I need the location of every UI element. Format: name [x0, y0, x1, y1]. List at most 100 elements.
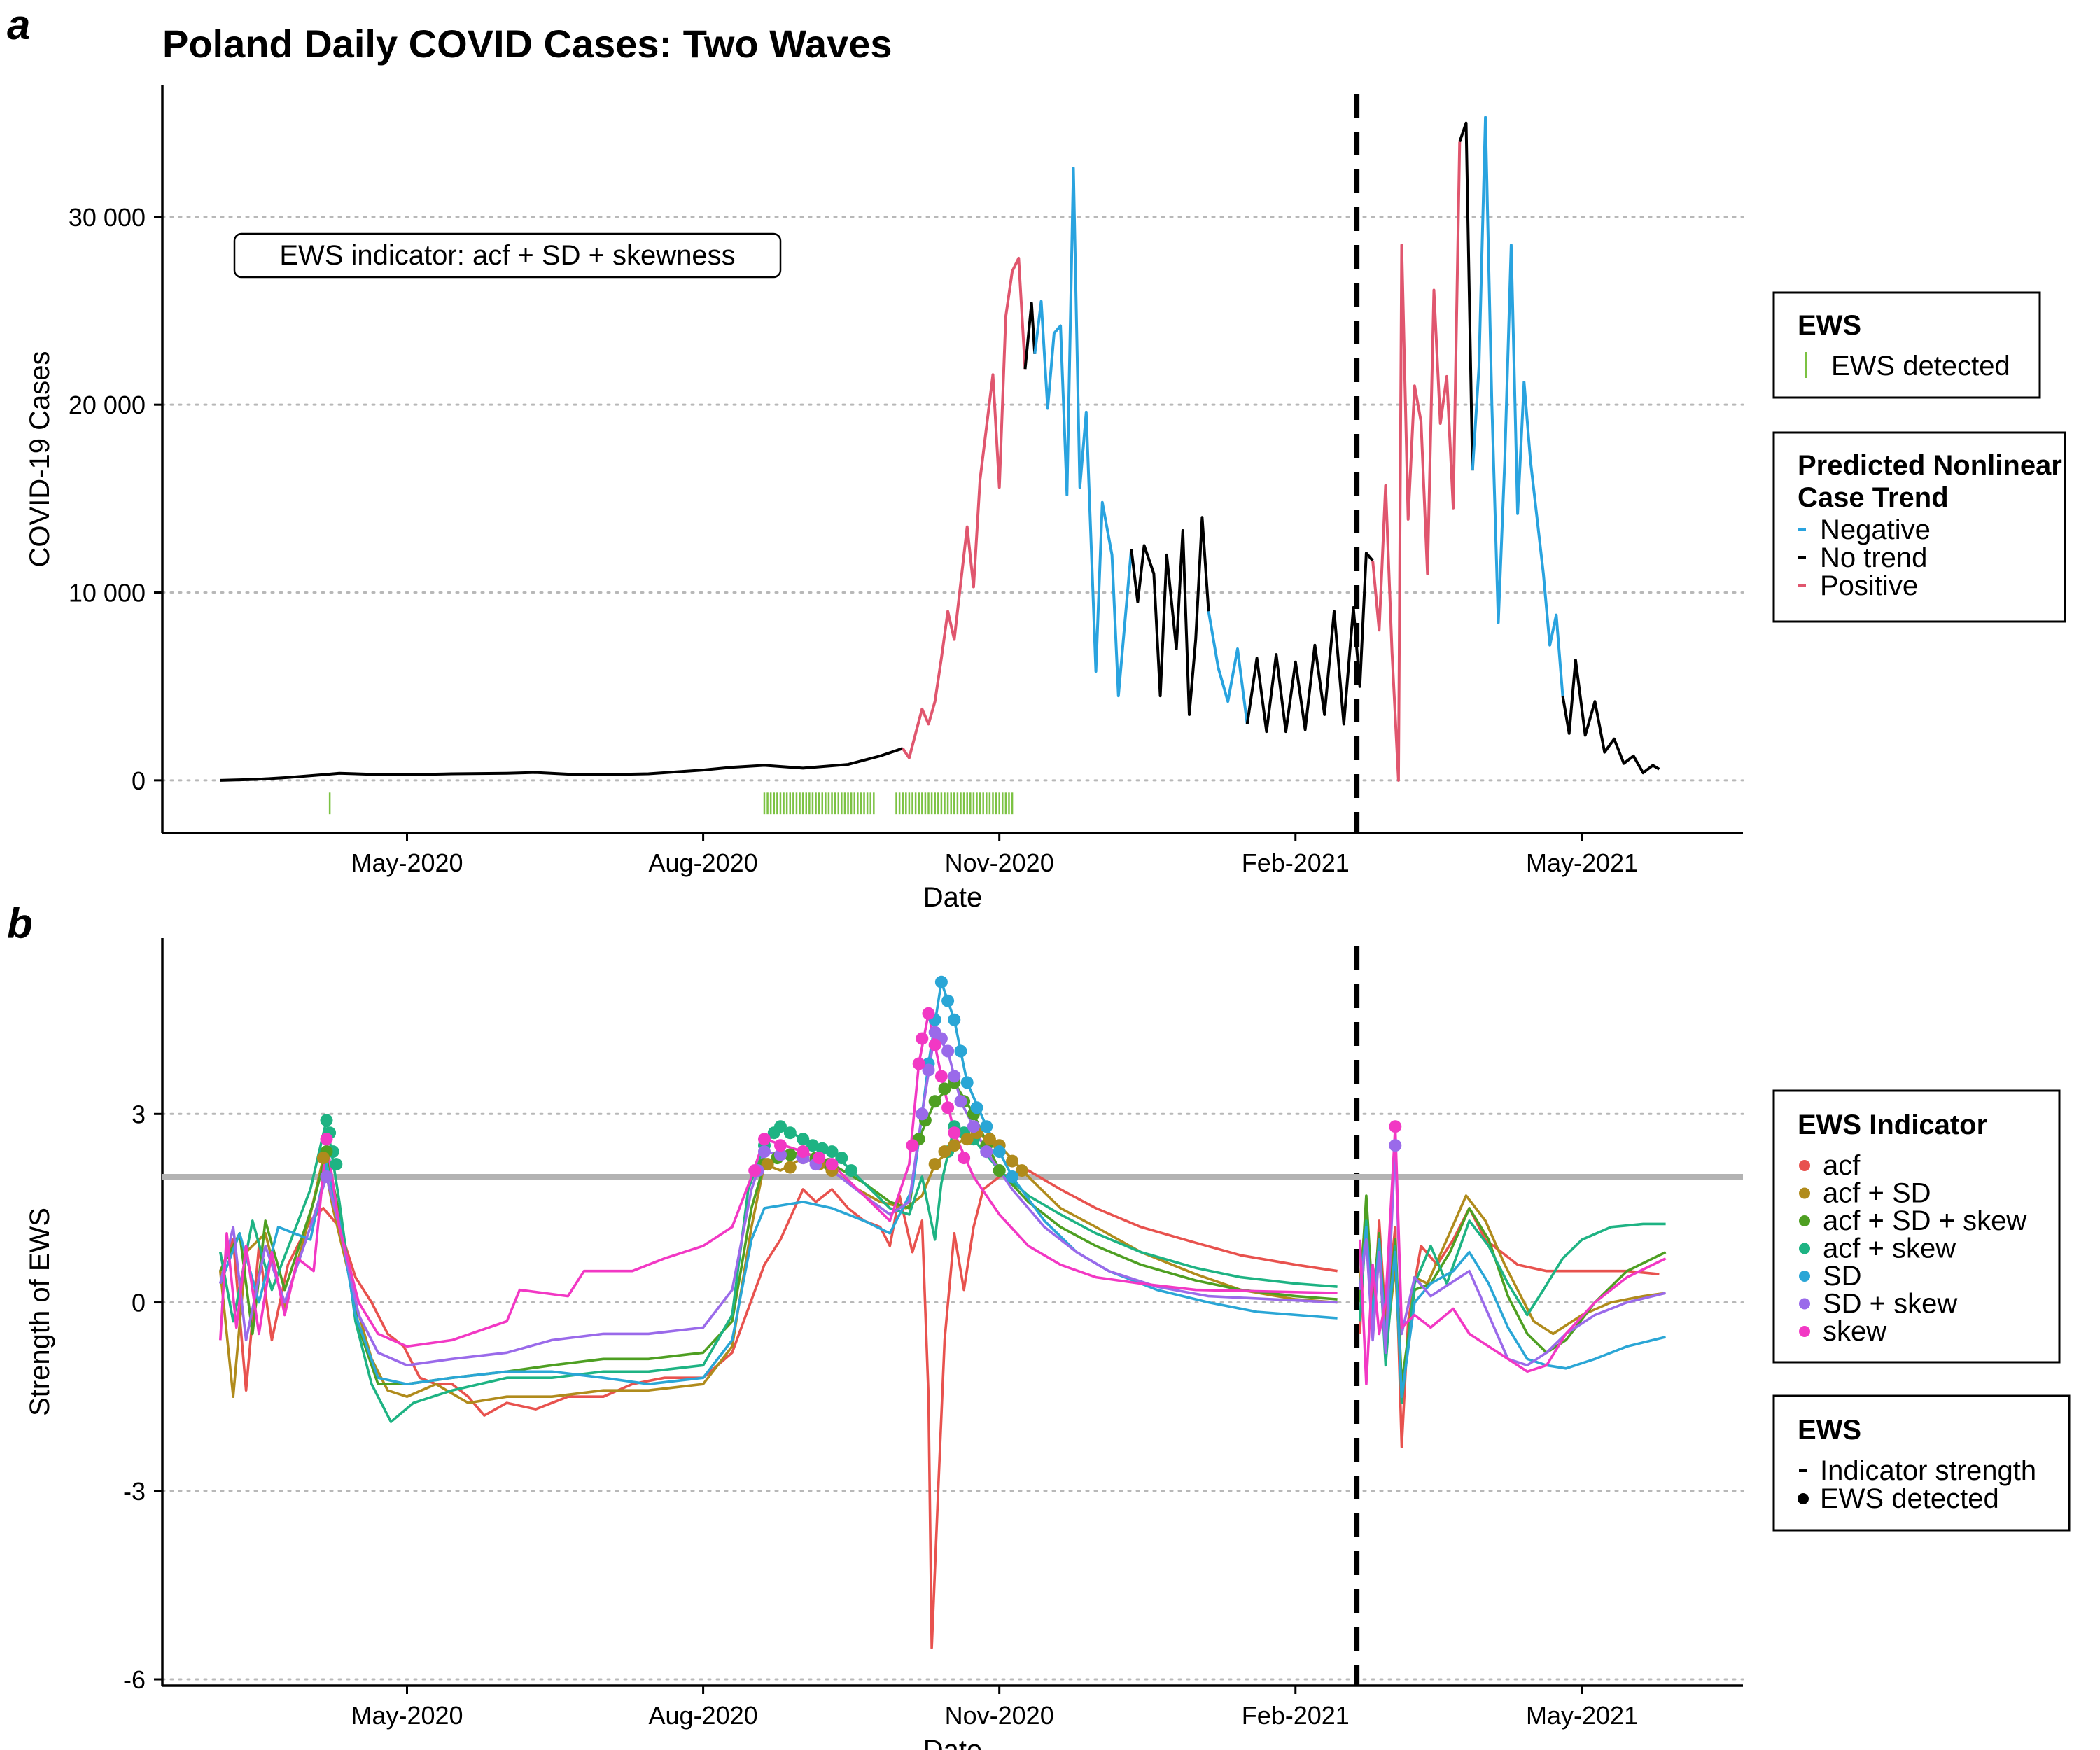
- case-series-line: [1561, 659, 1660, 775]
- ews-detected-point: [980, 1145, 993, 1158]
- panel-a-x-tick-label: May-2020: [351, 848, 463, 877]
- ews-detected-point: [967, 1120, 980, 1133]
- ews-detected-point: [941, 1044, 955, 1058]
- legend-indicator-key: [1799, 1270, 1810, 1282]
- ews-detected-point: [1006, 1170, 1019, 1183]
- ews-indicator-line: [1358, 1125, 1667, 1385]
- ews-detected-point: [797, 1145, 810, 1158]
- legend-indicator-label: acf: [1823, 1150, 1861, 1181]
- legend-ews-symbol-label: Indicator strength: [1820, 1455, 2036, 1486]
- legend-indicator-box: [1772, 1089, 2061, 1364]
- panel-b-x-tick-label: Aug-2020: [649, 1701, 758, 1730]
- ews-detected-point: [1389, 1139, 1402, 1152]
- ews-indicator-line: [219, 1030, 1338, 1367]
- ews-detected-point: [825, 1145, 839, 1158]
- legend-trend-title: Predicted Nonlinear: [1798, 450, 2062, 481]
- ews-detected-point: [916, 1107, 929, 1121]
- ews-detected-point: [954, 1044, 967, 1058]
- ews-detected-point: [1389, 1120, 1402, 1133]
- panel-a-x-tick-label: Aug-2020: [649, 848, 758, 877]
- legend-ews-point-key: [1798, 1493, 1809, 1504]
- legend-trend-title: Case Trend: [1798, 482, 1949, 513]
- case-series-line: [1471, 115, 1564, 696]
- panel-a-x-axis-label: Date: [923, 882, 983, 913]
- legend-ews-title: EWS: [1798, 310, 1861, 341]
- ews-detected-point: [954, 1095, 967, 1108]
- panel-a-y-tick-label: 20 000: [69, 391, 146, 419]
- ews-detected-point: [922, 1007, 935, 1020]
- ews-detected-point: [934, 1070, 948, 1083]
- legend-ews-symbol-label: EWS detected: [1820, 1483, 1999, 1514]
- ews-detected-point: [320, 1114, 333, 1127]
- ews-detected-point: [761, 1158, 774, 1171]
- panel-a-x-tick-label: Feb-2021: [1242, 848, 1350, 877]
- ews-detected-point: [774, 1139, 787, 1152]
- panel-b-y-tick-label: -6: [123, 1665, 146, 1694]
- ews-detected-point: [960, 1076, 974, 1089]
- case-series-line: [1023, 302, 1037, 370]
- ews-detected-point: [941, 1101, 955, 1114]
- ews-detected-point: [906, 1139, 919, 1152]
- legend-indicator-key: [1799, 1326, 1810, 1337]
- ews-detected-point: [948, 1070, 961, 1083]
- ews-detected-point: [813, 1152, 826, 1165]
- ews-detected-point: [970, 1101, 983, 1114]
- ews-detected-point: [783, 1148, 797, 1161]
- panel-a-y-tick-label: 0: [132, 766, 146, 795]
- ews-detected-point: [993, 1145, 1006, 1158]
- legend-trend-label: Positive: [1820, 570, 1918, 601]
- case-series-line: [1207, 611, 1249, 724]
- ews-detected-point: [330, 1158, 343, 1171]
- case-series-line: [1245, 552, 1374, 734]
- legend-ews-detected-label: EWS detected: [1831, 351, 2010, 382]
- ews-detected-point: [797, 1133, 810, 1146]
- ews-detected-point: [928, 1038, 941, 1051]
- legend-indicator-label: acf + SD: [1823, 1178, 1931, 1209]
- panel-b-x-tick-label: May-2021: [1526, 1701, 1638, 1730]
- ews-detected-point: [845, 1164, 858, 1177]
- case-series-line: [1130, 516, 1210, 716]
- annotation-box: [233, 232, 782, 279]
- panel-a-y-axis-label: COVID-19 Cases: [24, 351, 55, 568]
- panel-b-x-tick-label: Nov-2020: [945, 1701, 1054, 1730]
- ews-detected-point: [928, 1095, 941, 1108]
- ews-detected-point: [928, 1158, 941, 1171]
- legend-ews-symbol-box: [1772, 1394, 2071, 1532]
- ews-detected-point: [960, 1133, 974, 1146]
- ews-detected-point: [938, 1082, 951, 1096]
- chart-title: Poland Daily COVID Cases: Two Waves: [162, 22, 892, 66]
- ews-indicator-line: [219, 1011, 1338, 1348]
- ews-detected-point: [993, 1164, 1006, 1177]
- legend-indicator-key: [1799, 1215, 1810, 1226]
- ews-detected-point: [758, 1133, 771, 1146]
- ews-detected-point: [958, 1152, 971, 1165]
- legend-indicator-label: SD + skew: [1823, 1289, 1957, 1320]
- ews-detected-point: [912, 1057, 925, 1070]
- ews-detected-point: [948, 1139, 961, 1152]
- panel-a-y-tick-label: 30 000: [69, 203, 146, 232]
- ews-detected-point: [758, 1145, 771, 1158]
- ews-detected-point: [922, 1063, 935, 1077]
- legend-indicator-label: skew: [1823, 1316, 1886, 1347]
- ews-indicator-line: [1358, 1207, 1660, 1448]
- ews-indicator-line: [219, 1119, 1338, 1423]
- ews-detected-point: [948, 1126, 961, 1140]
- ews-detected-point: [1006, 1154, 1019, 1168]
- ews-indicator-line: [1358, 1194, 1667, 1385]
- ews-indicator-line: [1358, 1226, 1667, 1398]
- panel-b-x-tick-label: May-2020: [351, 1701, 463, 1730]
- panel-letter: b: [7, 900, 33, 947]
- panel-a-x-tick-label: May-2021: [1526, 848, 1638, 877]
- ews-detected-point: [980, 1120, 993, 1133]
- ews-detected-point: [938, 1145, 951, 1158]
- ews-detected-point: [916, 1032, 929, 1045]
- panel-b-y-axis-label: Strength of EWS: [24, 1208, 55, 1416]
- ews-detected-point: [983, 1133, 996, 1146]
- legend-indicator-key: [1799, 1242, 1810, 1254]
- panel-b-x-axis-label: Date: [923, 1735, 983, 1750]
- ews-detected-point: [1015, 1164, 1028, 1177]
- ews-detected-point: [825, 1158, 839, 1171]
- panel-b-y-tick-label: 3: [132, 1100, 146, 1128]
- case-series-line: [1458, 121, 1474, 471]
